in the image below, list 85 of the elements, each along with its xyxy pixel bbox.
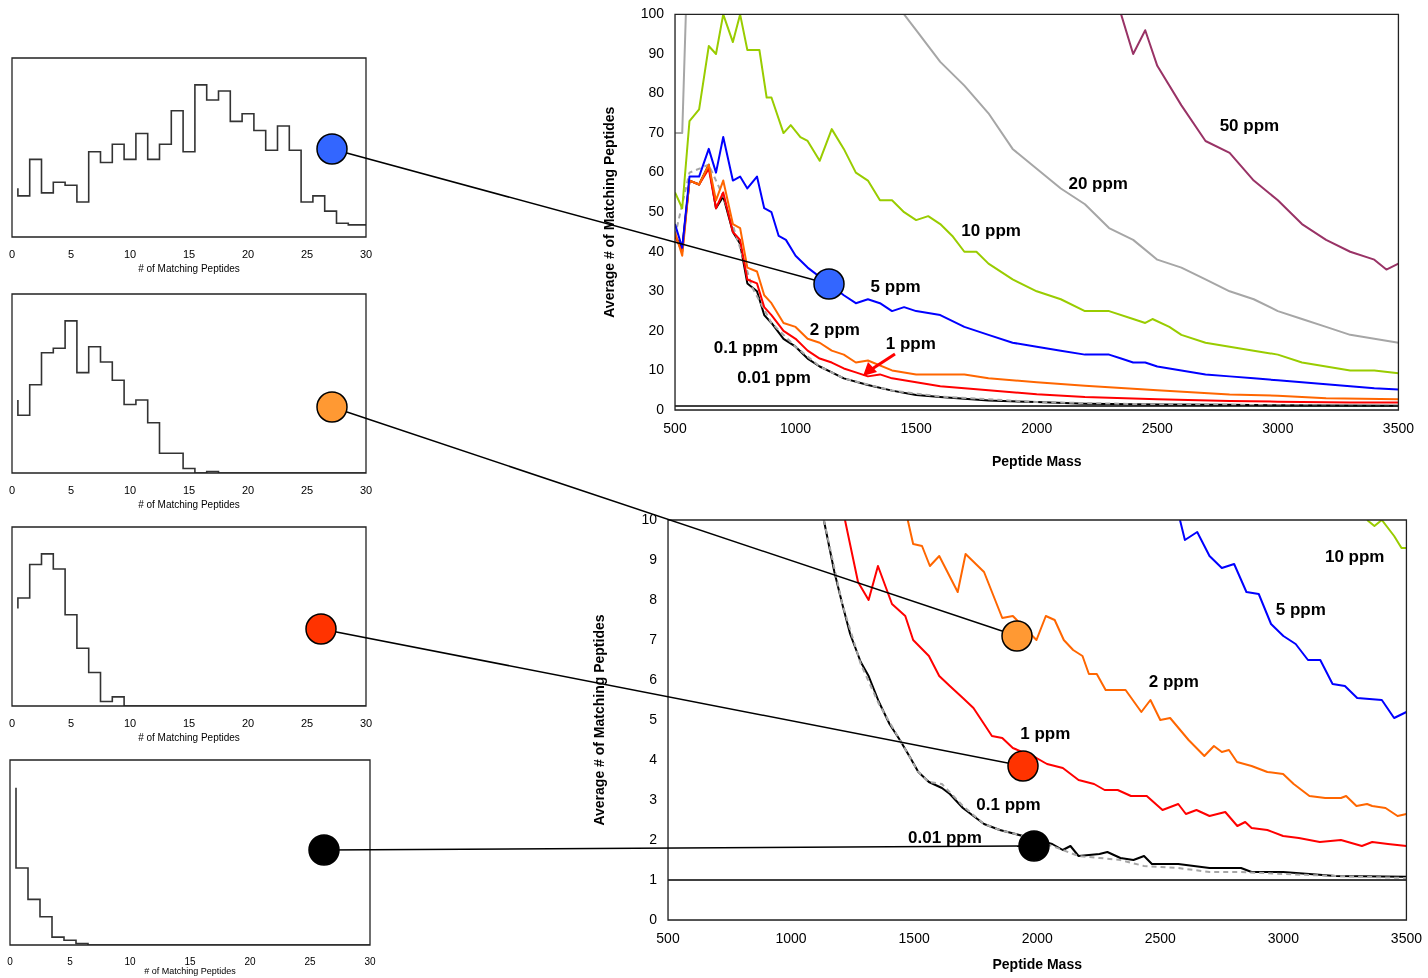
- y-tick-label: 50: [648, 203, 665, 220]
- x-tick-label: 5: [67, 955, 74, 967]
- x-tick-label: 25: [300, 483, 314, 496]
- y-axis-title: Average # of Matching Peptides: [601, 106, 618, 318]
- x-tick-label: 500: [663, 420, 687, 437]
- x-tick-label: 0: [8, 247, 16, 260]
- x-tick-label: 1500: [898, 930, 930, 947]
- x-tick-label: 2000: [1021, 930, 1053, 947]
- annotation: 0.01 ppm: [908, 827, 982, 847]
- x-tick-label: 3500: [1390, 930, 1423, 947]
- y-tick-label: 90: [648, 44, 665, 61]
- x-axis-title: # of Matching Peptides: [138, 262, 240, 274]
- y-tick-label: 40: [648, 242, 665, 259]
- x-tick-label: 10: [123, 483, 137, 496]
- y-tick-label: 0: [649, 910, 658, 927]
- x-tick-label: 25: [304, 955, 316, 967]
- x-tick-label: 30: [359, 247, 373, 260]
- annotation: 1 ppm: [1020, 723, 1071, 743]
- annotation: 2 ppm: [1148, 671, 1199, 691]
- annotation: 0.01 ppm: [737, 367, 811, 387]
- x-tick-label: 3000: [1262, 420, 1294, 437]
- annotation: 50 ppm: [1219, 116, 1280, 136]
- y-tick-label: 60: [648, 163, 665, 180]
- y-tick-label: 9: [649, 550, 658, 567]
- x-tick-label: 15: [182, 247, 196, 260]
- annotation: 1 ppm: [885, 334, 936, 354]
- y-tick-label: 4: [649, 750, 658, 767]
- y-axis-title: Average # of Matching Peptides: [591, 614, 608, 826]
- y-tick-label: 20: [648, 321, 665, 338]
- x-tick-label: 3500: [1382, 420, 1415, 437]
- x-axis-title: # of Matching Peptides: [138, 498, 240, 510]
- y-tick-label: 7: [649, 630, 658, 647]
- x-axis-title: # of Matching Peptides: [144, 966, 237, 977]
- y-tick-label: 6: [649, 670, 658, 687]
- x-tick-label: 1000: [775, 930, 807, 947]
- annotation: 2 ppm: [809, 320, 860, 340]
- x-tick-label: 20: [241, 716, 255, 729]
- x-axis-title: # of Matching Peptides: [138, 731, 240, 743]
- x-tick-label: 0: [8, 483, 16, 496]
- y-tick-label: 3: [649, 790, 658, 807]
- annotation: 10 ppm: [961, 220, 1021, 240]
- x-tick-label: 10: [123, 716, 137, 729]
- y-tick-label: 2: [649, 830, 658, 847]
- x-tick-label: 30: [359, 716, 373, 729]
- y-tick-label: 100: [640, 5, 665, 22]
- y-tick-label: 80: [648, 84, 665, 101]
- x-tick-label: 25: [300, 247, 314, 260]
- y-tick-label: 70: [648, 123, 665, 140]
- x-tick-label: 30: [364, 955, 376, 967]
- annotation: 5 ppm: [870, 277, 921, 297]
- x-tick-label: 5: [67, 716, 75, 729]
- annotation: 0.1 ppm: [713, 338, 779, 358]
- x-tick-label: 0: [8, 716, 16, 729]
- x-tick-label: 10: [123, 247, 137, 260]
- x-tick-label: 1000: [779, 420, 812, 437]
- x-axis-title: Peptide Mass: [992, 956, 1083, 973]
- annotation: 0.1 ppm: [976, 794, 1041, 814]
- x-tick-label: 20: [244, 955, 256, 967]
- x-tick-label: 25: [300, 716, 314, 729]
- x-tick-label: 5: [67, 483, 75, 496]
- y-tick-label: 30: [648, 282, 665, 299]
- y-tick-label: 8: [649, 590, 658, 607]
- x-tick-label: 30: [359, 483, 373, 496]
- y-tick-label: 10: [641, 510, 658, 527]
- x-tick-label: 5: [67, 247, 75, 260]
- x-tick-label: 2500: [1144, 930, 1177, 947]
- x-tick-label: 3000: [1267, 930, 1300, 947]
- x-tick-label: 15: [184, 955, 196, 967]
- x-tick-label: 10: [124, 955, 136, 967]
- x-tick-label: 20: [241, 247, 255, 260]
- x-axis-title: Peptide Mass: [991, 453, 1082, 470]
- y-tick-label: 1: [649, 870, 658, 887]
- y-tick-label: 0: [656, 400, 665, 417]
- x-tick-label: 20: [241, 483, 255, 496]
- x-tick-label: 0: [7, 955, 14, 967]
- y-tick-label: 10: [648, 361, 665, 378]
- x-tick-label: 500: [656, 930, 680, 947]
- x-tick-label: 15: [182, 716, 196, 729]
- x-tick-label: 2500: [1141, 420, 1174, 437]
- annotation: 10 ppm: [1324, 546, 1385, 566]
- x-tick-label: 2000: [1021, 420, 1053, 437]
- x-tick-label: 1500: [900, 420, 932, 437]
- x-tick-label: 15: [182, 483, 196, 496]
- annotation: 20 ppm: [1068, 173, 1128, 193]
- annotation: 5 ppm: [1275, 599, 1326, 619]
